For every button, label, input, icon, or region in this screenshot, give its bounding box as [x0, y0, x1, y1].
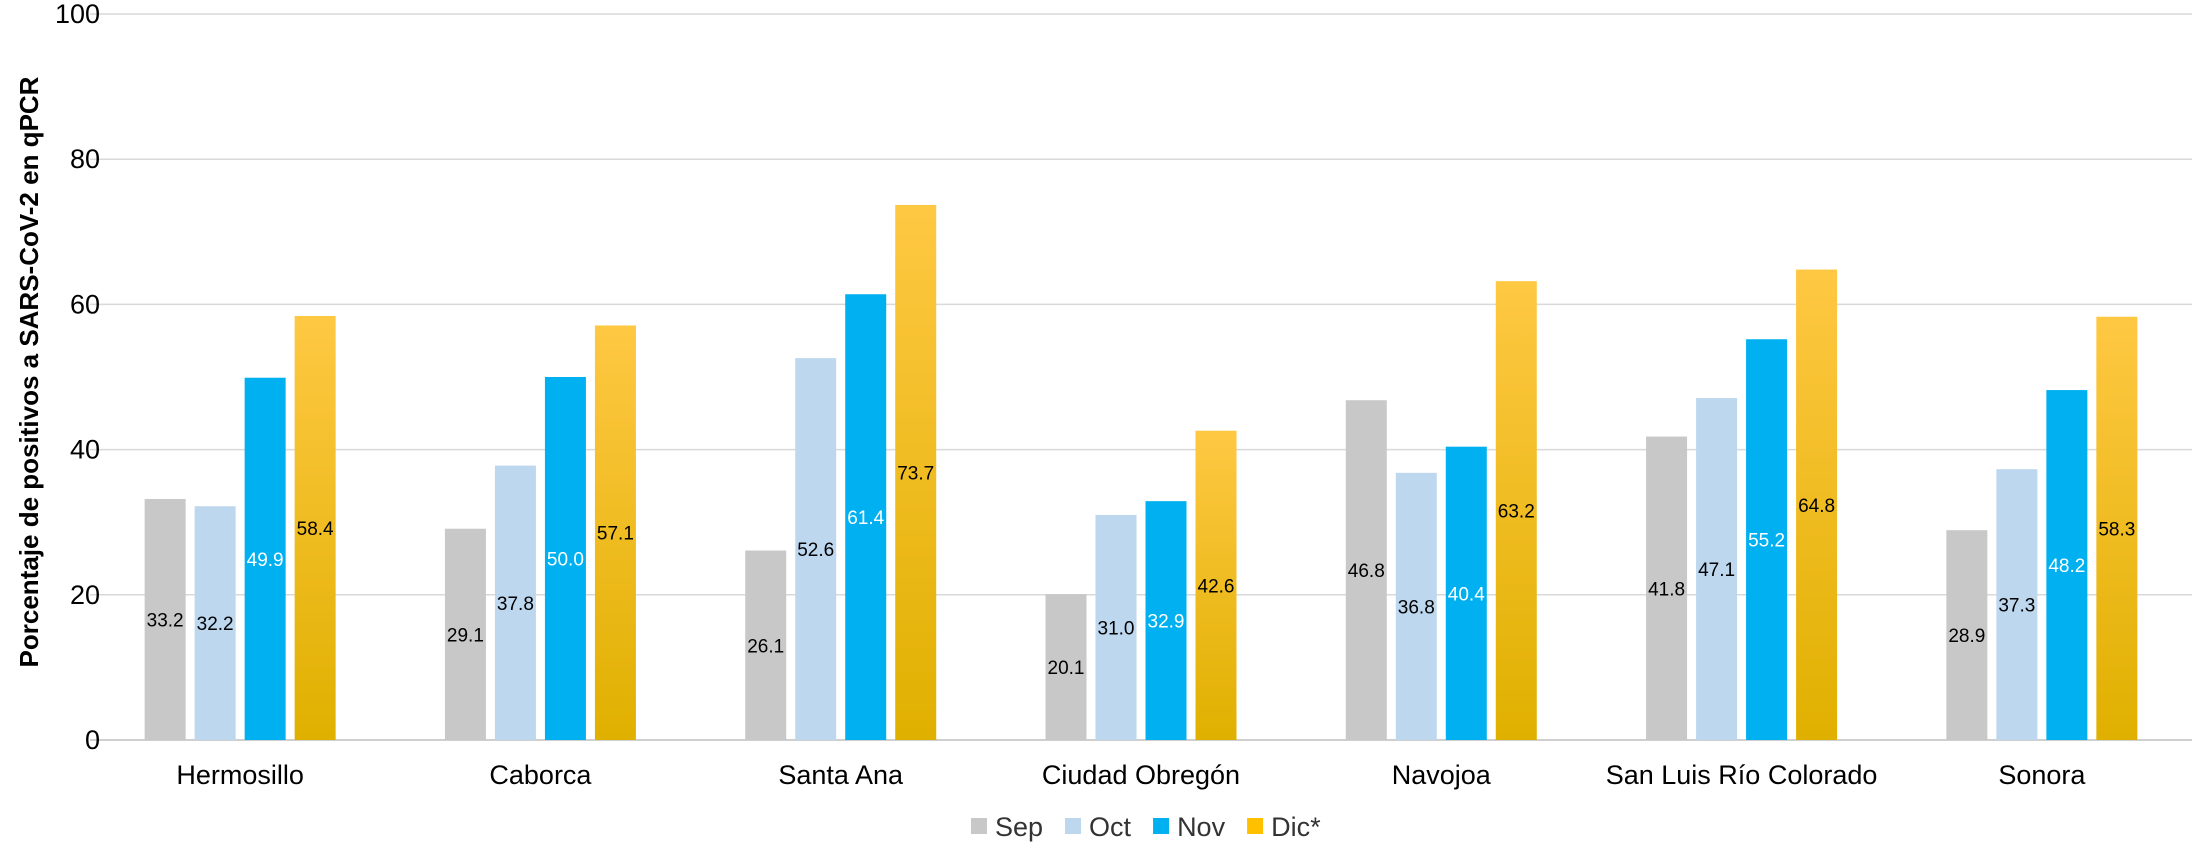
bar-sep	[1646, 436, 1688, 740]
gridlines	[90, 13, 2192, 741]
y-axis-label: Porcentaje de positivos a SARS-CoV-2 en …	[14, 76, 44, 667]
data-label: 40.4	[1448, 584, 1485, 605]
data-label: 31.0	[1098, 618, 1135, 639]
bar-sep	[1946, 530, 1988, 740]
x-category-label: Santa Ana	[778, 760, 904, 790]
x-category-label: Caborca	[489, 760, 592, 790]
x-category-label: Ciudad Obregón	[1042, 760, 1240, 790]
bar-nov	[1145, 501, 1187, 740]
x-category-label: Navojoa	[1392, 760, 1492, 790]
data-label: 36.8	[1398, 597, 1435, 618]
data-label: 61.4	[847, 508, 884, 529]
legend-label: Sep	[995, 812, 1043, 842]
data-label: 49.9	[247, 550, 284, 571]
bar-nov	[544, 377, 586, 740]
bar-nov	[244, 377, 286, 740]
data-label: 52.6	[797, 540, 834, 561]
x-category-label: Hermosillo	[176, 760, 304, 790]
legend-swatch	[1153, 818, 1170, 834]
x-category-label: Sonora	[1998, 760, 2086, 790]
legend-item: Oct	[1065, 812, 1132, 842]
data-label: 50.0	[547, 550, 584, 571]
data-label: 29.1	[447, 625, 484, 646]
data-label: 73.7	[897, 463, 934, 484]
y-axis-ticks: 0 20 40 60 80 100	[55, 0, 100, 755]
bar-nov	[845, 294, 887, 740]
data-label: 58.4	[297, 519, 334, 540]
bar-dic	[594, 325, 636, 740]
y-tick-label: 20	[70, 580, 100, 610]
y-tick-label: 100	[55, 0, 100, 29]
bar-dic	[895, 204, 937, 741]
data-label: 37.3	[1998, 596, 2035, 617]
data-label: 32.2	[197, 614, 234, 635]
y-tick-label: 40	[70, 435, 100, 465]
bar-sep	[745, 550, 787, 740]
data-label: 26.1	[747, 636, 784, 657]
bar-sep	[1345, 400, 1387, 740]
bar-sep	[1045, 594, 1087, 740]
data-label: 46.8	[1348, 561, 1385, 582]
bar-oct	[494, 465, 536, 740]
y-tick-label: 80	[70, 144, 100, 174]
legend-swatch	[971, 818, 987, 834]
data-label: 55.2	[1748, 531, 1785, 552]
bars: 33.2 32.2 49.9 58.4 29.1 37.8 50.0 57.1 26.1 52.6…	[144, 204, 2138, 741]
bar-oct	[194, 506, 236, 740]
bar-oct	[1095, 514, 1137, 740]
data-label: 41.8	[1648, 579, 1685, 600]
bar-oct	[1395, 472, 1437, 740]
bar-oct	[1696, 398, 1738, 740]
legend-item: Sep	[971, 812, 1043, 842]
y-tick-label: 0	[85, 725, 100, 755]
x-axis-categories: Hermosillo Caborca Santa Ana Ciudad Obregón…	[176, 760, 2086, 790]
bar-nov	[1445, 446, 1487, 740]
data-label: 63.2	[1498, 502, 1535, 523]
bar-oct	[1996, 469, 2038, 740]
legend-item: Nov	[1153, 812, 1226, 842]
data-label: 58.3	[2098, 519, 2135, 540]
data-label: 47.1	[1698, 560, 1735, 581]
bar-dic	[1195, 430, 1237, 740]
data-label: 64.8	[1798, 496, 1835, 517]
data-label: 48.2	[2048, 556, 2085, 577]
legend-swatch	[1247, 818, 1264, 834]
legend-swatch	[1065, 818, 1082, 834]
bar-sep	[444, 528, 486, 740]
legend-label: Nov	[1177, 812, 1226, 842]
y-tick-label: 60	[70, 289, 100, 319]
data-label: 32.9	[1148, 612, 1185, 633]
bar-dic	[1495, 281, 1537, 740]
x-category-label: San Luis Río Colorado	[1606, 760, 1878, 790]
legend: Sep Oct Nov Dic*	[971, 812, 1321, 842]
bar-sep	[144, 498, 186, 740]
bar-dic	[294, 316, 336, 740]
data-label: 20.1	[1048, 658, 1085, 679]
bar-nov	[1746, 339, 1788, 740]
data-label: 37.8	[497, 594, 534, 615]
data-label: 28.9	[1948, 626, 1985, 647]
legend-label: Oct	[1089, 812, 1132, 842]
legend-label: Dic*	[1271, 812, 1321, 842]
legend-item: Dic*	[1247, 812, 1321, 842]
data-label: 57.1	[597, 524, 634, 545]
bar-dic	[1796, 269, 1838, 740]
bar-dic	[2096, 316, 2138, 740]
bar-nov	[2046, 390, 2088, 740]
data-label: 33.2	[147, 610, 184, 631]
bar-oct	[795, 358, 837, 740]
data-label: 42.6	[1198, 576, 1235, 597]
